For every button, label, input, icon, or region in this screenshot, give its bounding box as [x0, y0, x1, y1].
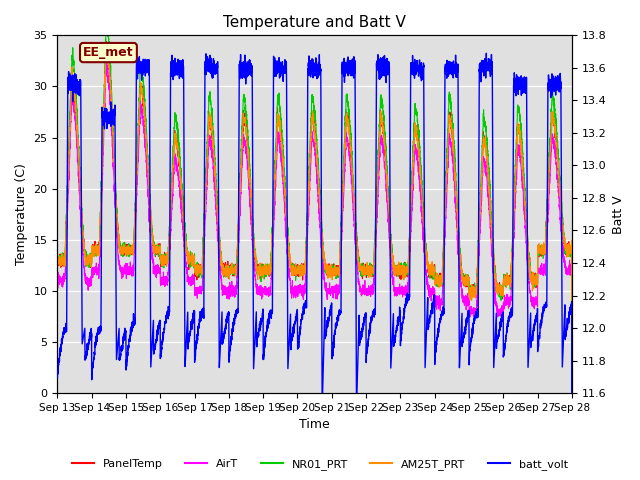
X-axis label: Time: Time: [300, 419, 330, 432]
Y-axis label: Temperature (C): Temperature (C): [15, 163, 28, 265]
Title: Temperature and Batt V: Temperature and Batt V: [223, 15, 406, 30]
Text: EE_met: EE_met: [83, 46, 134, 59]
Legend: PanelTemp, AirT, NR01_PRT, AM25T_PRT, batt_volt: PanelTemp, AirT, NR01_PRT, AM25T_PRT, ba…: [68, 455, 572, 474]
Y-axis label: Batt V: Batt V: [612, 195, 625, 234]
